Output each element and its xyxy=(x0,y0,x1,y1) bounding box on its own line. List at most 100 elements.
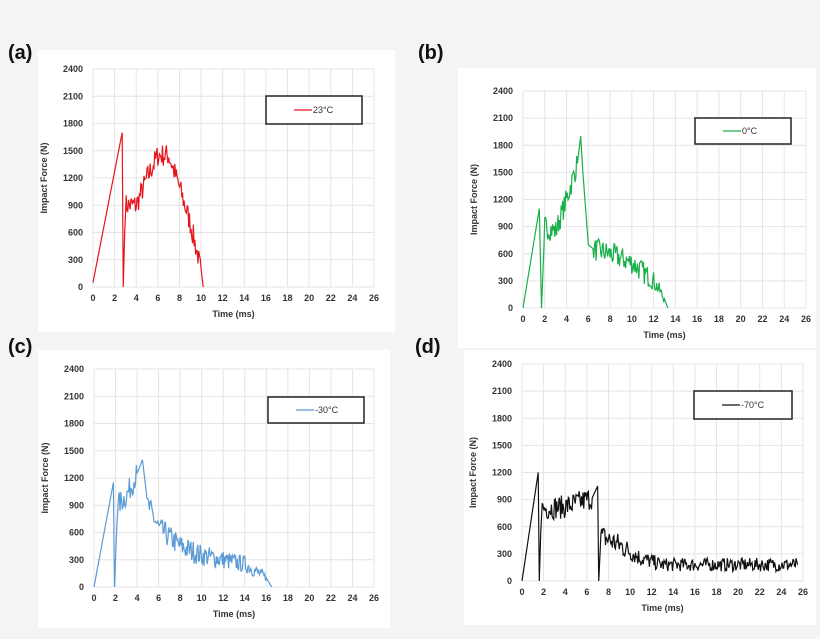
x-tick-label: 2 xyxy=(112,293,117,303)
x-tick-label: 12 xyxy=(647,587,657,597)
y-tick-label: 1800 xyxy=(493,140,513,150)
y-tick-label: 0 xyxy=(79,582,84,592)
x-tick-label: 6 xyxy=(156,593,161,603)
series-line xyxy=(92,132,204,288)
x-tick-label: 22 xyxy=(326,593,336,603)
y-tick-label: 2100 xyxy=(492,386,512,396)
x-tick-label: 10 xyxy=(627,314,637,324)
panel-b xyxy=(458,68,816,348)
y-tick-label: 1800 xyxy=(63,119,83,129)
subplot-1: 0 2 4 6 8 10 12 14 16 18 20 22 24 2603006009001200150… xyxy=(469,86,811,340)
panel-label-c: (c) xyxy=(8,336,33,358)
y-tick-label: 0 xyxy=(508,303,513,313)
x-axis-label: Time (ms) xyxy=(643,330,685,340)
x-tick-label: 0 xyxy=(90,293,95,303)
x-tick-label: 8 xyxy=(177,293,182,303)
y-tick-label: 1200 xyxy=(493,195,513,205)
x-tick-label: 24 xyxy=(347,593,357,603)
x-tick-label: 14 xyxy=(668,587,678,597)
y-tick-label: 2100 xyxy=(493,113,513,123)
x-tick-label: 8 xyxy=(178,593,183,603)
x-tick-label: 6 xyxy=(586,314,591,324)
x-tick-label: 22 xyxy=(755,587,765,597)
y-tick-label: 900 xyxy=(69,500,84,510)
x-tick-label: 12 xyxy=(218,293,228,303)
x-tick-label: 12 xyxy=(218,593,228,603)
y-axis-label: Impact Force (N) xyxy=(39,142,49,213)
y-tick-label: 1800 xyxy=(64,419,84,429)
y-tick-label: 2400 xyxy=(63,64,83,74)
y-tick-label: 2100 xyxy=(64,391,84,401)
x-tick-label: 18 xyxy=(283,293,293,303)
x-tick-label: 8 xyxy=(606,587,611,597)
x-tick-label: 20 xyxy=(736,314,746,324)
x-tick-label: 22 xyxy=(757,314,767,324)
x-tick-label: 16 xyxy=(261,293,271,303)
x-tick-label: 24 xyxy=(347,293,357,303)
y-tick-label: 900 xyxy=(498,222,513,232)
legend-label: -70°C xyxy=(741,400,765,410)
y-tick-label: 1200 xyxy=(63,173,83,183)
x-tick-label: 26 xyxy=(801,314,811,324)
x-tick-label: 16 xyxy=(690,587,700,597)
series-line xyxy=(93,459,273,588)
panel-label-a: (a) xyxy=(8,42,33,64)
x-tick-label: 0 xyxy=(520,314,525,324)
y-tick-label: 600 xyxy=(497,522,512,532)
y-tick-label: 300 xyxy=(498,276,513,286)
y-tick-label: 2400 xyxy=(64,364,84,374)
legend-label: 0°C xyxy=(742,126,758,136)
x-tick-label: 26 xyxy=(369,593,379,603)
x-tick-label: 24 xyxy=(779,314,789,324)
x-tick-label: 6 xyxy=(584,587,589,597)
x-tick-label: 2 xyxy=(113,593,118,603)
x-tick-label: 4 xyxy=(563,587,568,597)
legend-box xyxy=(693,390,793,420)
subplot-0: 0 2 4 6 8 10 12 14 16 18 20 22 24 2603006009001200150… xyxy=(39,64,379,319)
x-tick-label: 14 xyxy=(240,593,250,603)
y-tick-label: 900 xyxy=(497,495,512,505)
legend-box xyxy=(265,95,363,125)
legend-label: 23°C xyxy=(313,105,334,115)
y-tick-label: 2400 xyxy=(493,86,513,96)
x-tick-label: 14 xyxy=(670,314,680,324)
x-axis-label: Time (ms) xyxy=(213,609,255,619)
x-axis-label: Time (ms) xyxy=(641,603,683,613)
legend-label: -30°C xyxy=(315,405,339,415)
series-line xyxy=(521,472,799,582)
x-tick-label: 4 xyxy=(564,314,569,324)
y-tick-label: 1200 xyxy=(492,468,512,478)
x-tick-label: 4 xyxy=(134,293,139,303)
y-tick-label: 1500 xyxy=(493,167,513,177)
y-tick-label: 300 xyxy=(69,555,84,565)
y-tick-label: 1500 xyxy=(63,146,83,156)
x-tick-label: 6 xyxy=(155,293,160,303)
y-tick-label: 2400 xyxy=(492,359,512,369)
x-axis-label: Time (ms) xyxy=(212,309,254,319)
x-tick-label: 26 xyxy=(369,293,379,303)
series-line xyxy=(522,136,669,309)
x-tick-label: 8 xyxy=(608,314,613,324)
y-tick-label: 1500 xyxy=(492,440,512,450)
y-tick-label: 0 xyxy=(507,576,512,586)
y-tick-label: 300 xyxy=(68,255,83,265)
y-tick-label: 1500 xyxy=(64,446,84,456)
y-tick-label: 1800 xyxy=(492,413,512,423)
x-tick-label: 14 xyxy=(239,293,249,303)
panel-label-d: (d) xyxy=(415,336,441,358)
x-tick-label: 18 xyxy=(283,593,293,603)
y-axis-label: Impact Force (N) xyxy=(468,437,478,508)
x-tick-label: 2 xyxy=(541,587,546,597)
legend-box xyxy=(267,396,365,424)
y-tick-label: 600 xyxy=(498,249,513,259)
x-tick-label: 18 xyxy=(714,314,724,324)
y-tick-label: 0 xyxy=(78,282,83,292)
subplot-3: 0 2 4 6 8 10 12 14 16 18 20 22 24 2603006009001200150… xyxy=(468,359,808,613)
x-tick-label: 0 xyxy=(519,587,524,597)
y-tick-label: 900 xyxy=(68,200,83,210)
x-tick-label: 4 xyxy=(135,593,140,603)
y-axis-label: Impact Force (N) xyxy=(40,442,50,513)
y-axis-label: Impact Force (N) xyxy=(469,164,479,235)
x-tick-label: 10 xyxy=(196,293,206,303)
